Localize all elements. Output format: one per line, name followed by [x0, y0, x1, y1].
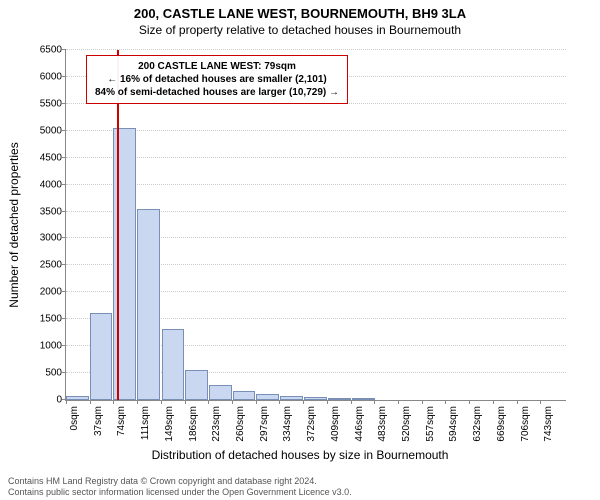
- histogram-bar: [185, 370, 208, 400]
- histogram-bar: [304, 397, 327, 400]
- histogram-bar: [209, 385, 232, 400]
- y-tick-label: 0: [56, 395, 66, 406]
- y-tick-label: 6500: [40, 45, 66, 56]
- x-tick-mark: [351, 400, 352, 404]
- y-tick-label: 1500: [40, 314, 66, 325]
- x-tick-mark: [137, 400, 138, 404]
- x-tick-mark: [469, 400, 470, 404]
- annotation-line1: 200 CASTLE LANE WEST: 79sqm: [95, 60, 339, 73]
- x-tick-label: 0sqm: [69, 406, 80, 430]
- x-tick-mark: [113, 400, 114, 404]
- x-tick-mark: [540, 400, 541, 404]
- x-tick-label: 37sqm: [93, 406, 104, 436]
- x-tick-mark: [256, 400, 257, 404]
- x-tick-label: 111sqm: [140, 406, 151, 440]
- x-tick-label: 186sqm: [188, 406, 199, 442]
- x-tick-mark: [327, 400, 328, 404]
- x-tick-mark: [398, 400, 399, 404]
- y-tick-label: 2500: [40, 260, 66, 271]
- y-tick-label: 3500: [40, 206, 66, 217]
- x-tick-mark: [279, 400, 280, 404]
- histogram-bar: [90, 313, 113, 400]
- x-tick-label: 594sqm: [448, 406, 459, 442]
- title-main: 200, CASTLE LANE WEST, BOURNEMOUTH, BH9 …: [0, 0, 600, 21]
- x-axis-label: Distribution of detached houses by size …: [0, 448, 600, 462]
- footer-line2: Contains public sector information licen…: [8, 487, 592, 498]
- x-tick-label: 743sqm: [543, 406, 554, 442]
- histogram-bar: [66, 396, 89, 400]
- x-tick-mark: [66, 400, 67, 404]
- histogram-bar: [233, 391, 256, 400]
- x-tick-mark: [422, 400, 423, 404]
- plot-area: 0500100015002000250030003500400045005000…: [65, 50, 566, 401]
- gridline: [66, 49, 566, 50]
- y-axis-label: Number of detached properties: [7, 142, 21, 307]
- x-tick-label: 409sqm: [330, 406, 341, 442]
- x-tick-mark: [232, 400, 233, 404]
- y-tick-label: 2000: [40, 287, 66, 298]
- x-tick-label: 223sqm: [211, 406, 222, 442]
- y-tick-label: 4000: [40, 179, 66, 190]
- x-tick-mark: [445, 400, 446, 404]
- histogram-bar: [352, 398, 375, 400]
- x-tick-label: 74sqm: [116, 406, 127, 436]
- annotation-line3: 84% of semi-detached houses are larger (…: [95, 86, 339, 99]
- gridline: [66, 130, 566, 131]
- x-tick-label: 297sqm: [259, 406, 270, 442]
- y-tick-label: 1000: [40, 341, 66, 352]
- footer-line1: Contains HM Land Registry data © Crown c…: [8, 476, 592, 487]
- x-tick-label: 372sqm: [306, 406, 317, 442]
- histogram-bar: [328, 398, 351, 400]
- y-tick-label: 500: [45, 368, 66, 379]
- x-tick-mark: [374, 400, 375, 404]
- x-tick-label: 446sqm: [354, 406, 365, 442]
- y-tick-label: 5500: [40, 98, 66, 109]
- x-tick-mark: [517, 400, 518, 404]
- x-tick-mark: [161, 400, 162, 404]
- y-tick-label: 6000: [40, 71, 66, 82]
- x-tick-label: 260sqm: [235, 406, 246, 442]
- y-tick-label: 4500: [40, 152, 66, 163]
- x-tick-label: 632sqm: [472, 406, 483, 442]
- annotation-line2: ← 16% of detached houses are smaller (2,…: [95, 73, 339, 86]
- x-tick-label: 334sqm: [282, 406, 293, 442]
- title-sub: Size of property relative to detached ho…: [0, 21, 600, 37]
- histogram-bar: [162, 329, 185, 400]
- x-tick-label: 520sqm: [401, 406, 412, 442]
- x-tick-mark: [208, 400, 209, 404]
- chart-root: 200, CASTLE LANE WEST, BOURNEMOUTH, BH9 …: [0, 0, 600, 500]
- x-tick-mark: [493, 400, 494, 404]
- y-tick-label: 3000: [40, 233, 66, 244]
- x-tick-mark: [185, 400, 186, 404]
- x-tick-label: 706sqm: [520, 406, 531, 442]
- x-tick-label: 557sqm: [425, 406, 436, 442]
- gridline: [66, 157, 566, 158]
- gridline: [66, 184, 566, 185]
- x-tick-label: 669sqm: [496, 406, 507, 442]
- annotation-box: 200 CASTLE LANE WEST: 79sqm ← 16% of det…: [86, 55, 348, 104]
- x-tick-mark: [90, 400, 91, 404]
- y-tick-label: 5000: [40, 125, 66, 136]
- histogram-bar: [137, 209, 160, 400]
- footer: Contains HM Land Registry data © Crown c…: [8, 476, 592, 498]
- x-tick-label: 149sqm: [164, 406, 175, 442]
- x-tick-mark: [303, 400, 304, 404]
- x-tick-label: 483sqm: [377, 406, 388, 442]
- histogram-bar: [280, 396, 303, 400]
- histogram-bar: [256, 394, 279, 400]
